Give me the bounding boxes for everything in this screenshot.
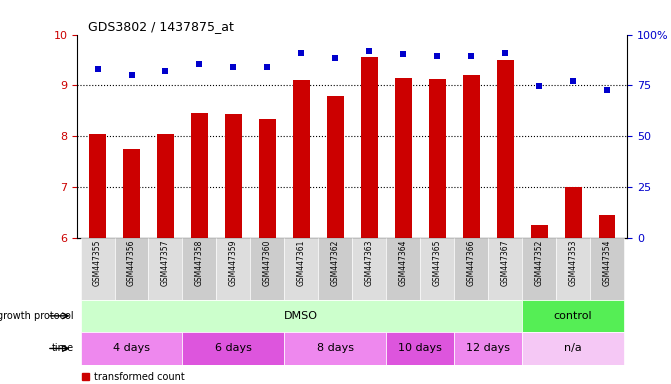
Bar bbox=[327, 96, 344, 238]
Bar bbox=[89, 134, 106, 238]
Point bbox=[296, 50, 307, 56]
Text: GSM447353: GSM447353 bbox=[568, 240, 578, 286]
Text: GSM447364: GSM447364 bbox=[399, 240, 408, 286]
Text: 8 days: 8 days bbox=[317, 343, 354, 354]
Bar bbox=[522, 238, 556, 300]
Bar bbox=[352, 238, 386, 300]
Bar bbox=[259, 119, 276, 238]
Text: n/a: n/a bbox=[564, 343, 582, 354]
Text: GSM447354: GSM447354 bbox=[603, 240, 611, 286]
Bar bbox=[157, 134, 174, 238]
Bar bbox=[361, 58, 378, 238]
Point bbox=[364, 48, 374, 55]
Text: GSM447356: GSM447356 bbox=[127, 240, 136, 286]
Text: time: time bbox=[52, 343, 74, 354]
Bar bbox=[225, 114, 242, 238]
Bar bbox=[590, 238, 624, 300]
Text: control: control bbox=[554, 311, 592, 321]
Point bbox=[262, 63, 272, 70]
Bar bbox=[522, 332, 624, 365]
Text: GDS3802 / 1437875_at: GDS3802 / 1437875_at bbox=[88, 20, 234, 33]
Bar bbox=[217, 238, 250, 300]
Bar bbox=[599, 215, 615, 238]
Point bbox=[568, 78, 578, 84]
Bar bbox=[293, 80, 310, 238]
Bar bbox=[183, 238, 217, 300]
Text: GSM447357: GSM447357 bbox=[161, 240, 170, 286]
Bar bbox=[564, 187, 582, 238]
Bar bbox=[488, 238, 522, 300]
Bar bbox=[386, 332, 454, 365]
Point bbox=[194, 61, 205, 67]
Bar bbox=[115, 238, 148, 300]
Bar bbox=[285, 332, 386, 365]
Bar bbox=[81, 332, 183, 365]
Bar bbox=[454, 238, 488, 300]
Text: 4 days: 4 days bbox=[113, 343, 150, 354]
Legend: transformed count, percentile rank within the sample: transformed count, percentile rank withi… bbox=[82, 372, 259, 384]
Point bbox=[228, 63, 239, 70]
Point bbox=[466, 53, 476, 60]
Text: GSM447360: GSM447360 bbox=[263, 240, 272, 286]
Text: growth protocol: growth protocol bbox=[0, 311, 74, 321]
Bar bbox=[250, 238, 285, 300]
Text: GSM447365: GSM447365 bbox=[433, 240, 442, 286]
Text: GSM447358: GSM447358 bbox=[195, 240, 204, 286]
Point bbox=[500, 50, 511, 56]
Point bbox=[398, 51, 409, 57]
Text: DMSO: DMSO bbox=[285, 311, 318, 321]
Bar bbox=[81, 300, 522, 332]
Bar bbox=[123, 149, 140, 238]
Text: GSM447362: GSM447362 bbox=[331, 240, 340, 286]
Bar bbox=[395, 78, 412, 238]
Bar bbox=[386, 238, 420, 300]
Text: GSM447355: GSM447355 bbox=[93, 240, 102, 286]
Point bbox=[92, 66, 103, 72]
Bar bbox=[148, 238, 183, 300]
Point bbox=[126, 72, 137, 78]
Text: 6 days: 6 days bbox=[215, 343, 252, 354]
Point bbox=[330, 55, 341, 61]
Point bbox=[533, 83, 544, 89]
Bar bbox=[191, 113, 208, 238]
Bar bbox=[420, 238, 454, 300]
Bar bbox=[522, 300, 624, 332]
Text: GSM447359: GSM447359 bbox=[229, 240, 238, 286]
Bar bbox=[318, 238, 352, 300]
Text: GSM447363: GSM447363 bbox=[365, 240, 374, 286]
Bar bbox=[463, 75, 480, 238]
Point bbox=[432, 53, 443, 59]
Bar bbox=[454, 332, 522, 365]
Bar bbox=[183, 332, 285, 365]
Point bbox=[160, 68, 171, 74]
Text: 10 days: 10 days bbox=[399, 343, 442, 354]
Bar bbox=[531, 225, 548, 238]
Text: GSM447366: GSM447366 bbox=[466, 240, 476, 286]
Bar bbox=[285, 238, 318, 300]
Text: GSM447352: GSM447352 bbox=[535, 240, 544, 286]
Point bbox=[602, 86, 613, 93]
Text: GSM447361: GSM447361 bbox=[297, 240, 306, 286]
Bar bbox=[81, 238, 115, 300]
Text: GSM447367: GSM447367 bbox=[501, 240, 509, 286]
Text: 12 days: 12 days bbox=[466, 343, 510, 354]
Bar bbox=[497, 60, 513, 238]
Bar bbox=[556, 238, 590, 300]
Bar bbox=[429, 79, 446, 238]
